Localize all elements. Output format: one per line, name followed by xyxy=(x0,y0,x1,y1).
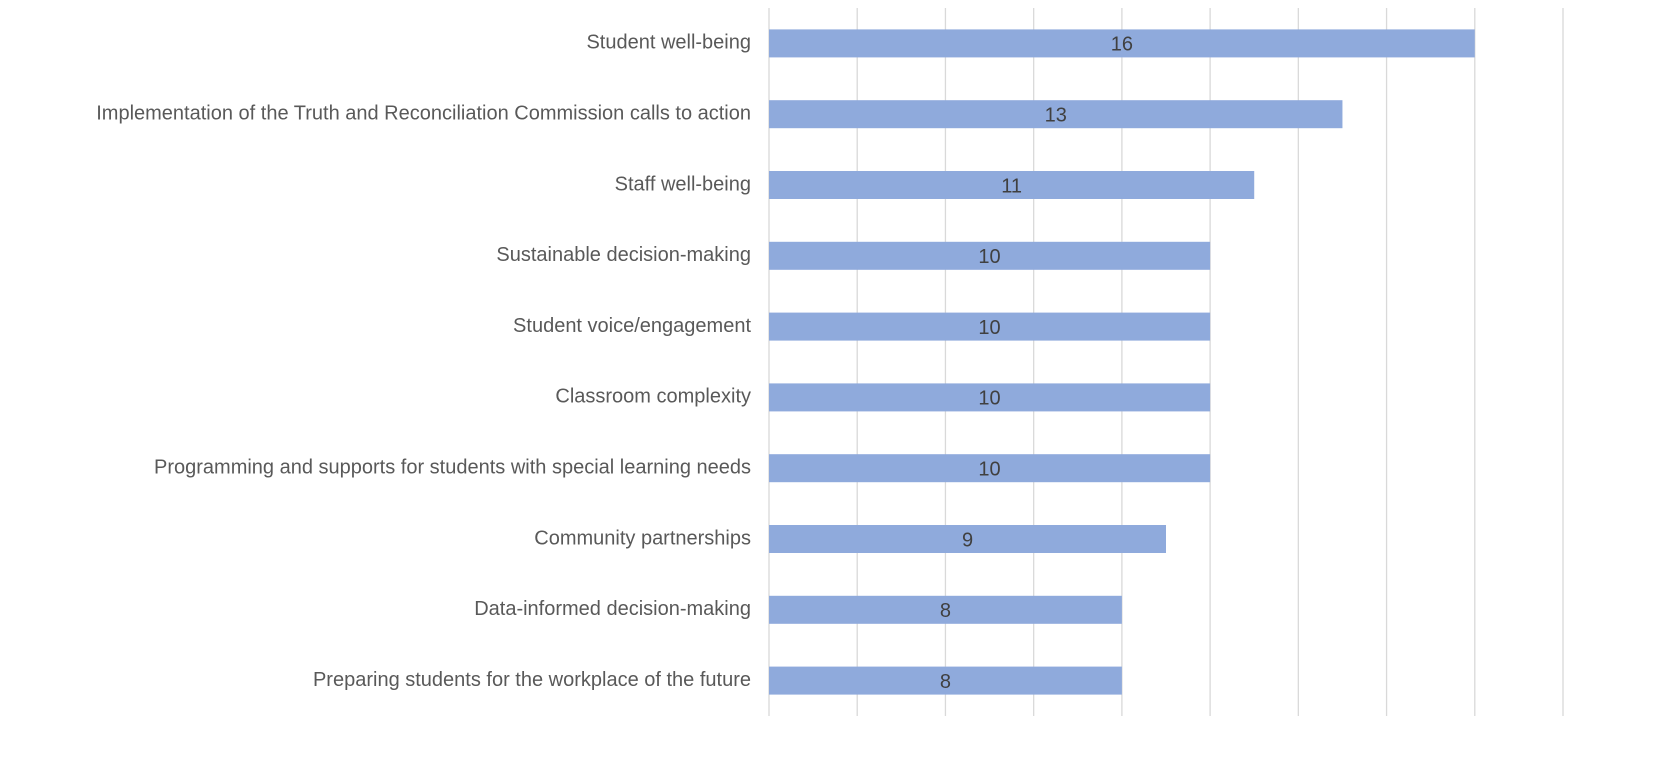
value-label: 8 xyxy=(940,600,951,622)
y-tick-label: Classroom complexity xyxy=(555,386,751,408)
value-label: 10 xyxy=(978,388,1000,410)
bar xyxy=(769,29,1475,58)
y-tick-label: Staff well-being xyxy=(615,173,751,195)
bar xyxy=(769,595,1122,624)
value-label: 9 xyxy=(962,529,973,551)
value-label: 10 xyxy=(978,458,1000,480)
bar xyxy=(769,454,1211,483)
y-tick-label: Programming and supports for students wi… xyxy=(154,456,751,478)
y-tick-label: Data-informed decision-making xyxy=(474,598,751,620)
bar xyxy=(769,666,1122,695)
y-tick-label: Preparing students for the workplace of … xyxy=(313,669,751,691)
value-label: 16 xyxy=(1111,34,1133,56)
bar xyxy=(769,525,1166,553)
y-tick-label: Student voice/engagement xyxy=(513,315,751,337)
bar xyxy=(769,383,1211,412)
value-label: 13 xyxy=(1045,104,1067,126)
value-label: 11 xyxy=(1001,175,1022,197)
value-label: 10 xyxy=(978,246,1000,268)
bar xyxy=(769,312,1211,341)
bar xyxy=(769,100,1343,129)
bar xyxy=(769,241,1211,270)
y-tick-label: Sustainable decision-making xyxy=(496,244,751,266)
bar xyxy=(769,171,1255,199)
value-label: 8 xyxy=(940,671,951,693)
y-tick-label: Implementation of the Truth and Reconcil… xyxy=(96,102,751,124)
y-tick-label: Student well-being xyxy=(586,32,751,54)
y-tick-label: Community partnerships xyxy=(534,527,751,549)
value-label: 10 xyxy=(978,317,1000,339)
